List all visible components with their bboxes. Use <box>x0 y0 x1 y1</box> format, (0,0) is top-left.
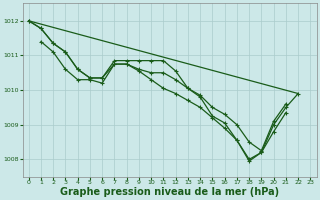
X-axis label: Graphe pression niveau de la mer (hPa): Graphe pression niveau de la mer (hPa) <box>60 187 279 197</box>
